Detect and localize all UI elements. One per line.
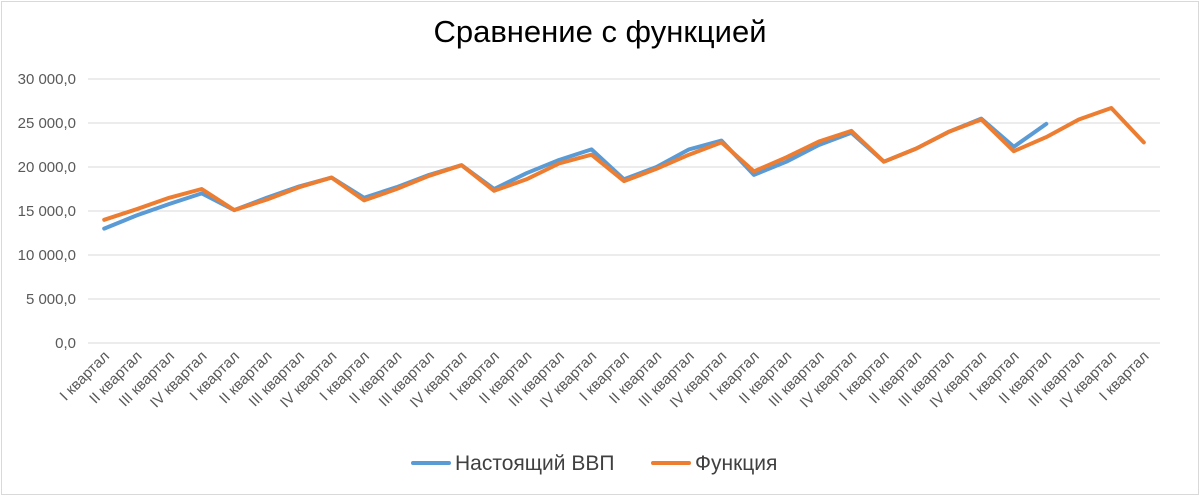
y-tick-label: 30 000,0 bbox=[18, 71, 76, 88]
legend-label: Функция bbox=[695, 452, 777, 475]
y-tick-label: 15 000,0 bbox=[18, 203, 76, 220]
legend: Настоящий ВВП Функция bbox=[411, 452, 777, 475]
series-line-1 bbox=[102, 106, 1146, 222]
y-tick-label: 20 000,0 bbox=[18, 159, 76, 176]
y-axis-ticks: 0,0 5 000,0 10 000,0 15 000,0 20 000,0 25 000… bbox=[18, 71, 76, 352]
y-tick-label: 5 000,0 bbox=[26, 291, 76, 308]
legend-label: Настоящий ВВП bbox=[455, 452, 614, 475]
y-tick-label: 0,0 bbox=[55, 335, 76, 352]
series-lines bbox=[102, 106, 1146, 231]
y-tick-label: 10 000,0 bbox=[18, 247, 76, 264]
gridlines bbox=[88, 78, 1160, 344]
series-line-0 bbox=[102, 116, 1049, 231]
y-tick-label: 25 000,0 bbox=[18, 115, 76, 132]
chart-title: Сравнение с функцией bbox=[433, 14, 767, 49]
